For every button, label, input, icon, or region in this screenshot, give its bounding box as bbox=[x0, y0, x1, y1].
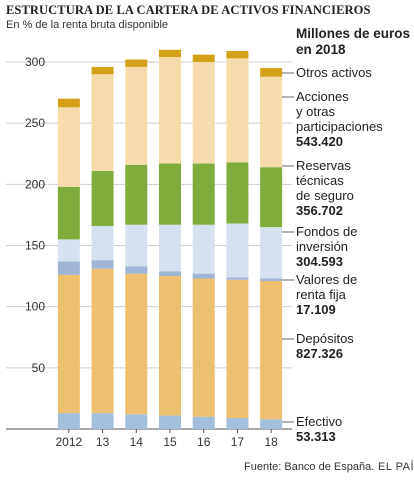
y-tick-label-250: 250 bbox=[25, 116, 45, 130]
bar-depositos-18 bbox=[260, 280, 283, 420]
legend-label-line: Fondos de bbox=[296, 224, 357, 239]
bar-depositos-2012 bbox=[57, 274, 80, 414]
legend-value: 356.702 bbox=[296, 203, 343, 218]
bar-valores-de-renta-fija-16 bbox=[192, 273, 215, 279]
bar-acciones-y-otras-participaciones-2012 bbox=[57, 107, 80, 187]
bar-fondos-de-inversion-2012 bbox=[57, 239, 80, 262]
bar-reservas-tecnicas-de-seguro-16 bbox=[192, 163, 215, 225]
gridlines bbox=[6, 61, 292, 430]
legend-value: 543.420 bbox=[296, 134, 343, 149]
legend-label-line: Depósitos bbox=[296, 331, 354, 346]
bar-fondos-de-inversion-17 bbox=[226, 223, 249, 278]
legend-label-line: técnicas bbox=[296, 173, 344, 188]
legend-label-line: Reservas bbox=[296, 158, 351, 173]
bar-valores-de-renta-fija-18 bbox=[260, 278, 283, 281]
bar-acciones-y-otras-participaciones-17 bbox=[226, 58, 249, 163]
legend-label-line: y otras bbox=[296, 104, 336, 119]
bar-reservas-tecnicas-de-seguro-17 bbox=[226, 162, 249, 224]
x-tick-label-2012: 2012 bbox=[56, 435, 83, 449]
bar-otros-activos-18 bbox=[260, 68, 283, 77]
bar-fondos-de-inversion-18 bbox=[260, 227, 283, 279]
bar-acciones-y-otras-participaciones-16 bbox=[192, 62, 215, 164]
legend-label-line: renta fija bbox=[296, 287, 347, 302]
y-tick-label-300: 300 bbox=[25, 55, 45, 69]
x-tick-label-16: 16 bbox=[197, 435, 211, 449]
bar-fondos-de-inversion-15 bbox=[159, 224, 181, 272]
bar-fondos-de-inversion-13 bbox=[91, 225, 114, 261]
y-tick-label-100: 100 bbox=[25, 300, 45, 314]
legend-heading-line: en 2018 bbox=[296, 42, 346, 57]
legend-value: 827.326 bbox=[296, 346, 343, 361]
bar-depositos-13 bbox=[91, 268, 114, 414]
y-axis-ticks: 50 100 150 200 250 300 bbox=[25, 55, 45, 375]
legend-value: 304.593 bbox=[296, 254, 343, 269]
bar-otros-activos-13 bbox=[91, 66, 114, 75]
bar-otros-activos-14 bbox=[125, 59, 148, 67]
bar-valores-de-renta-fija-15 bbox=[159, 271, 181, 277]
bar-efectivo-2012 bbox=[57, 413, 80, 429]
x-tick-label-15: 15 bbox=[163, 435, 177, 449]
bar-acciones-y-otras-participaciones-14 bbox=[125, 66, 148, 165]
legend-label-line: Valores de bbox=[296, 272, 357, 287]
legend-label-line: Efectivo bbox=[296, 414, 342, 429]
bar-efectivo-17 bbox=[226, 417, 249, 429]
bar-valores-de-renta-fija-14 bbox=[125, 266, 148, 274]
legend-label-line: Otros activos bbox=[296, 65, 372, 80]
legend-label-line: de seguro bbox=[296, 188, 354, 203]
bar-reservas-tecnicas-de-seguro-18 bbox=[260, 167, 283, 228]
bar-otros-activos-2012 bbox=[57, 98, 80, 108]
bar-efectivo-14 bbox=[125, 414, 148, 429]
bar-depositos-15 bbox=[159, 276, 181, 416]
bar-depositos-17 bbox=[226, 279, 249, 418]
bar-efectivo-15 bbox=[159, 415, 181, 429]
y-tick-label-150: 150 bbox=[25, 239, 45, 253]
bar-reservas-tecnicas-de-seguro-15 bbox=[159, 163, 181, 225]
bar-valores-de-renta-fija-17 bbox=[226, 277, 249, 280]
stacked-bar-chart: 50 100 150 200 250 300 2012 13 14 15 16 17 18 Millo… bbox=[6, 26, 410, 449]
bar-efectivo-18 bbox=[260, 419, 283, 429]
bar-depositos-16 bbox=[192, 278, 215, 417]
x-tick-label-18: 18 bbox=[264, 435, 278, 449]
bars bbox=[57, 49, 283, 429]
bar-fondos-de-inversion-16 bbox=[192, 224, 215, 274]
bar-valores-de-renta-fija-13 bbox=[91, 260, 114, 269]
bar-reservas-tecnicas-de-seguro-13 bbox=[91, 170, 114, 226]
bar-otros-activos-17 bbox=[226, 50, 249, 59]
bar-acciones-y-otras-participaciones-13 bbox=[91, 74, 114, 171]
bar-efectivo-13 bbox=[91, 413, 114, 429]
x-tick-label-13: 13 bbox=[96, 435, 110, 449]
chart-subtitle: En % de la renta bruta disponible bbox=[6, 19, 169, 31]
legend-heading-line: Millones de euros bbox=[296, 26, 410, 41]
y-tick-label-50: 50 bbox=[32, 361, 46, 375]
bar-acciones-y-otras-participaciones-18 bbox=[260, 76, 283, 168]
legend-label-line: inversión bbox=[296, 239, 348, 254]
legend-label-line: Acciones bbox=[296, 89, 349, 104]
legend-label-line: participaciones bbox=[296, 119, 383, 134]
x-tick-label-14: 14 bbox=[130, 435, 144, 449]
source-note: Fuente: Banco de España. bbox=[244, 461, 375, 473]
legend-value: 17.109 bbox=[296, 302, 336, 317]
bar-otros-activos-15 bbox=[159, 49, 181, 58]
bar-fondos-de-inversion-14 bbox=[125, 224, 148, 267]
x-axis-ticks: 2012 13 14 15 16 17 18 bbox=[56, 429, 278, 449]
bar-depositos-14 bbox=[125, 273, 148, 415]
bar-reservas-tecnicas-de-seguro-14 bbox=[125, 164, 148, 225]
bar-acciones-y-otras-participaciones-15 bbox=[159, 57, 181, 164]
y-tick-label-200: 200 bbox=[25, 177, 45, 191]
brand-logo-text: EL PAÍS bbox=[378, 461, 414, 473]
bar-valores-de-renta-fija-2012 bbox=[57, 261, 80, 275]
x-tick-label-17: 17 bbox=[231, 435, 245, 449]
bar-otros-activos-16 bbox=[192, 54, 215, 62]
chart-title: ESTRUCTURA DE LA CARTERA DE ACTIVOS FINA… bbox=[6, 3, 371, 17]
legend-value: 53.313 bbox=[296, 429, 336, 444]
bar-reservas-tecnicas-de-seguro-2012 bbox=[57, 186, 80, 240]
bar-efectivo-16 bbox=[192, 416, 215, 429]
